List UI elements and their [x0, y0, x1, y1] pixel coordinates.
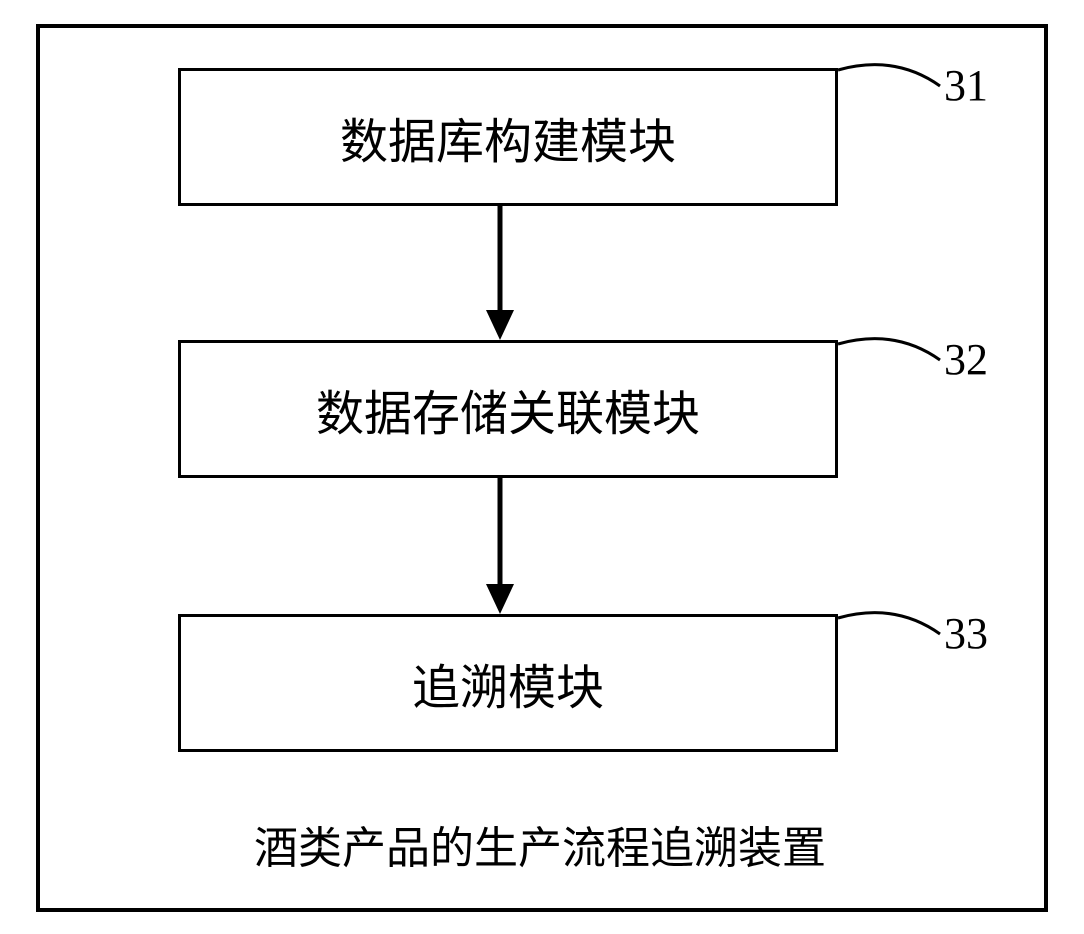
node-database-build: 数据库构建模块 — [178, 68, 838, 206]
node-data-storage-assoc: 数据存储关联模块 — [178, 340, 838, 478]
caption-text: 酒类产品的生产流程追溯装置 — [254, 824, 826, 873]
diagram-caption: 酒类产品的生产流程追溯装置 — [220, 812, 860, 876]
node-label: 数据存储关联模块 — [316, 374, 700, 444]
node-label: 追溯模块 — [412, 648, 604, 718]
ref-label-33: 33 — [944, 608, 988, 659]
node-traceback: 追溯模块 — [178, 614, 838, 752]
ref-label-32: 32 — [944, 334, 988, 385]
node-label: 数据库构建模块 — [340, 102, 676, 172]
ref-label-31: 31 — [944, 60, 988, 111]
